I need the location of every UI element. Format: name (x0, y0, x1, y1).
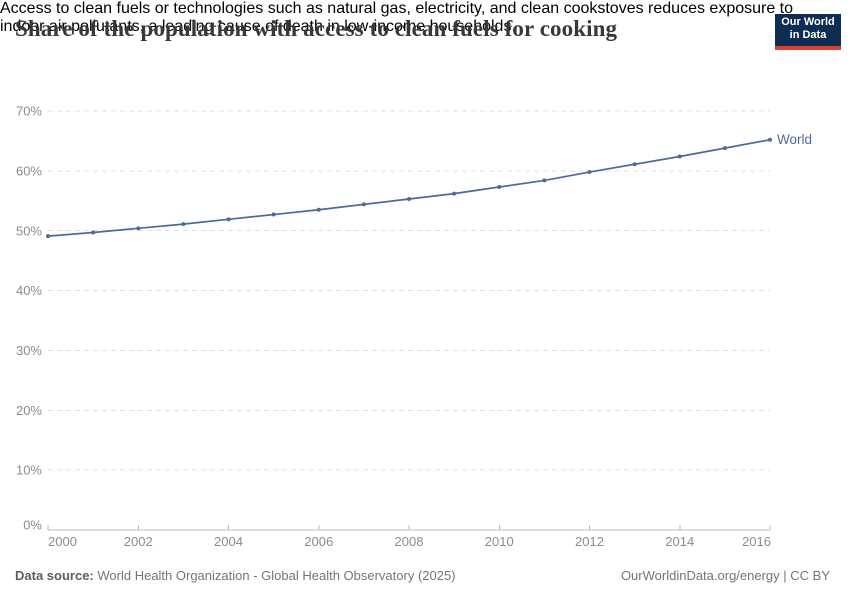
data-source-value: World Health Organization - Global Healt… (97, 568, 456, 583)
chart-footer: Data source: World Health Organization -… (15, 568, 830, 583)
data-point-2009[interactable] (452, 191, 457, 196)
x-axis-label-2016: 2016 (742, 534, 771, 549)
y-axis-label-60: 60% (16, 163, 42, 178)
y-axis-label-20: 20% (16, 403, 42, 418)
y-axis-label-50: 50% (16, 223, 42, 238)
y-axis-label-70: 70% (16, 104, 42, 119)
data-source-label: Data source: (15, 568, 94, 583)
owid-logo[interactable]: Our World in Data (775, 14, 841, 50)
data-point-2016[interactable] (768, 137, 772, 142)
data-point-2002[interactable] (136, 226, 141, 231)
x-axis-label-2012: 2012 (575, 534, 604, 549)
x-axis-label-2014: 2014 (665, 534, 694, 549)
x-axis-label-2006: 2006 (304, 534, 333, 549)
data-point-2008[interactable] (407, 196, 411, 201)
y-axis-label-40: 40% (16, 283, 42, 298)
y-axis-label-0: 0% (23, 518, 42, 533)
data-point-2013[interactable] (632, 162, 637, 167)
x-axis-label-2008: 2008 (395, 534, 424, 549)
data-point-2015[interactable] (722, 146, 727, 151)
x-axis-label-2000: 2000 (48, 534, 77, 549)
y-axis-label-10: 10% (16, 463, 42, 478)
chart-header: Share of the population with access to c… (0, 0, 850, 52)
credit-link[interactable]: OurWorldinData.org/energy | CC BY (620, 568, 830, 583)
data-point-2004[interactable] (226, 217, 231, 222)
x-axis-label-2010: 2010 (485, 534, 514, 549)
world-line[interactable] (47, 138, 771, 237)
data-point-2000[interactable] (46, 234, 50, 239)
owid-logo-line1: Our World (781, 16, 835, 28)
data-point-2011[interactable] (542, 178, 547, 183)
chart-subtitle-line2: indoor air pollutants, a leading cause o… (0, 18, 516, 35)
x-axis-label-2002: 2002 (124, 534, 153, 549)
data-point-2006[interactable] (316, 207, 321, 212)
chart-subtitle-line1: Access to clean fuels or technologies su… (0, 0, 794, 17)
data-point-2007[interactable] (361, 202, 366, 207)
data-point-2003[interactable] (181, 222, 186, 227)
data-source: Data source: World Health Organization -… (15, 568, 456, 583)
data-point-2010[interactable] (497, 185, 502, 190)
y-axis-label-30: 30% (16, 343, 42, 358)
x-axis-label-2004: 2004 (214, 534, 243, 549)
data-point-2014[interactable] (677, 154, 682, 159)
data-point-2005[interactable] (271, 212, 276, 217)
data-point-2012[interactable] (587, 170, 592, 175)
data-point-2001[interactable] (91, 230, 96, 235)
series-label-world[interactable]: World (777, 132, 812, 147)
page-title: Share of the population with access to c… (15, 16, 618, 41)
owid-logo-line2: in Data (789, 29, 827, 41)
